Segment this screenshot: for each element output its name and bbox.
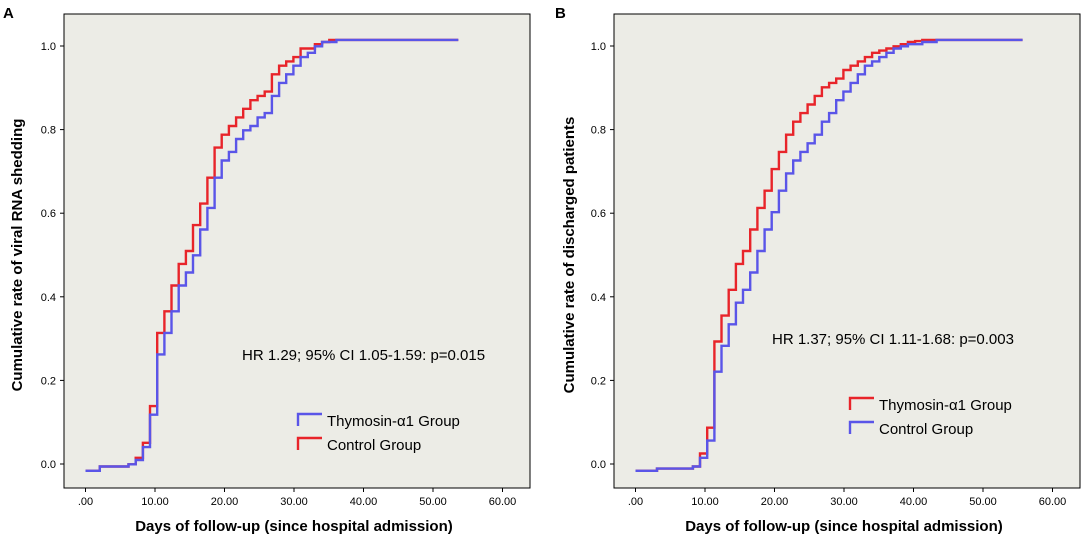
panel-a-curve-thymosin: [85, 38, 459, 472]
panel-a-xtick-label: 30.00: [280, 496, 308, 508]
panel-b-xtick-label: 50.00: [969, 496, 997, 508]
panel-a-xtick-label: 10.00: [141, 496, 169, 508]
panel-b-hr-annotation: HR 1.37; 95% CI 1.11-1.68: p=0.003: [772, 331, 1014, 348]
panel-b: B 0.0 0.2 0.4 0.6 0.8 1.0 .00 10.00: [555, 5, 1081, 535]
panel-a: A 0.0 0.2 0.4 0.6 0.8 1.0 .00 10.00: [3, 5, 531, 535]
panel-a-xtick-label: 60.00: [489, 496, 517, 508]
panel-a-x-axis: .00 10.00 20.00 30.00 40.00 50.00 60.00: [78, 488, 516, 508]
panel-b-legend-label-thymosin: Thymosin-α1 Group: [879, 397, 1012, 414]
panel-a-plot-area: [63, 13, 531, 489]
panel-b-y-axis-title: Cumulative rate of discharged patients: [561, 117, 578, 394]
panel-a-letter: A: [3, 5, 14, 22]
panel-a-legend-label-control: Control Group: [327, 437, 421, 454]
panel-a-hr-annotation: HR 1.29; 95% CI 1.05-1.59: p=0.015: [242, 347, 485, 364]
panel-a-y-axis: 0.0 0.2 0.4 0.6 0.8 1.0: [41, 41, 64, 471]
panel-b-ytick-label: 0.4: [591, 292, 606, 304]
panel-b-xtick-label: 60.00: [1039, 496, 1067, 508]
panel-a-curve-control: [85, 38, 459, 472]
panel-b-xtick-label: 30.00: [830, 496, 858, 508]
panel-b-ytick-label: 0.6: [591, 208, 606, 220]
panel-a-ytick-label: 0.0: [41, 459, 56, 471]
panel-a-legend-label-thymosin: Thymosin-α1 Group: [327, 413, 460, 430]
panel-a-ytick-label: 0.8: [41, 125, 56, 137]
panel-b-curve-thymosin: [635, 38, 1023, 472]
panel-b-legend-swatch-control: [848, 420, 874, 434]
panel-b-ytick-label: 0.8: [591, 125, 606, 137]
panel-b-letter: B: [555, 5, 566, 22]
panel-a-xtick-label: 40.00: [350, 496, 378, 508]
panel-b-ytick-label: 0.2: [591, 375, 606, 387]
panel-a-ytick-label: 0.4: [41, 292, 56, 304]
panel-a-ytick-label: 0.2: [41, 375, 56, 387]
panel-a-xtick-label: 20.00: [211, 496, 239, 508]
panel-b-xtick-label: 40.00: [900, 496, 928, 508]
panel-b-xtick-label: 20.00: [761, 496, 789, 508]
panel-a-ytick-label: 1.0: [41, 41, 56, 53]
panel-a-x-axis-title: Days of follow-up (since hospital admiss…: [135, 518, 453, 535]
panel-a-y-axis-title: Cumulative rate of viral RNA shedding: [9, 119, 26, 392]
panel-b-legend-label-control: Control Group: [879, 421, 973, 438]
panel-a-ytick-label: 0.6: [41, 208, 56, 220]
panel-b-x-axis-title: Days of follow-up (since hospital admiss…: [685, 518, 1003, 535]
panel-b-xtick-label: 10.00: [691, 496, 719, 508]
panel-b-ytick-label: 0.0: [591, 459, 606, 471]
panel-a-xtick-label: .00: [78, 496, 93, 508]
panel-a-legend: Thymosin-α1 Group Control Group: [296, 412, 460, 454]
panel-b-xtick-label: .00: [628, 496, 643, 508]
panel-b-curve-control: [635, 38, 1023, 472]
panel-b-legend-swatch-thymosin: [848, 396, 874, 410]
panel-a-legend-swatch-control: [296, 436, 322, 450]
panel-b-legend: Thymosin-α1 Group Control Group: [848, 396, 1012, 438]
panel-b-plot-area: [613, 13, 1081, 489]
panel-b-ytick-label: 1.0: [591, 41, 606, 53]
panel-a-xtick-label: 50.00: [419, 496, 447, 508]
panel-b-y-axis: 0.0 0.2 0.4 0.6 0.8 1.0: [591, 41, 614, 471]
panel-a-legend-swatch-thymosin: [296, 412, 322, 426]
panel-b-x-axis: .00 10.00 20.00 30.00 40.00 50.00 60.00: [628, 488, 1066, 508]
